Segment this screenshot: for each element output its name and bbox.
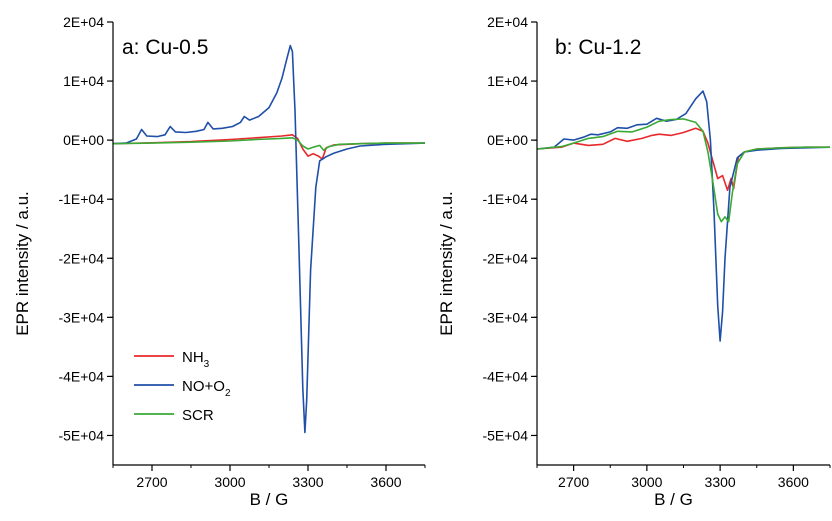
series-line-no-o2 [113,44,425,434]
series-line-scr [113,137,425,151]
x-tick-label: 2700 [136,474,167,490]
y-tick-label: -3E+04 [482,309,528,325]
x-tick-label: 3000 [631,474,662,490]
panel-title: b: Cu-1.2 [555,36,641,59]
y-tick-label: -5E+04 [58,427,104,443]
x-tick-label: 2700 [558,474,589,490]
y-tick-label: 2E+04 [63,14,104,30]
y-tick-label: -1E+04 [58,191,104,207]
y-tick-label: -3E+04 [58,309,104,325]
x-axis-label: B / G [654,490,693,509]
legend: NH3 NO+O2 SCR [134,349,231,424]
y-axis-label: EPR intensity / a.u. [437,191,456,336]
y-tick-label: 2E+04 [487,14,528,30]
y-tick-label: -5E+04 [482,427,528,443]
y-tick-label: -4E+04 [482,368,528,384]
x-tick-label: 3300 [292,474,323,490]
y-tick-label: -2E+04 [482,250,528,266]
plot-area [113,44,425,434]
x-tick-label: 3300 [705,474,736,490]
x-axis-label: B / G [250,490,289,509]
legend-entry: NH3 [182,349,210,370]
series-line-scr [537,118,830,223]
x-tick-label: 3600 [778,474,809,490]
x-tick-label: 3000 [214,474,245,490]
y-axis-label: EPR intensity / a.u. [13,191,32,336]
panel-title: a: Cu-0.5 [122,36,208,59]
y-tick-label: 0E+00 [63,132,104,148]
y-tick-label: 1E+04 [487,73,528,89]
y-tick-label: 1E+04 [63,73,104,89]
panel-a: 2E+04 1E+04 0E+00 -1E+04 -2E+04 -3E+04 -4E+04 -… [13,14,426,509]
y-tick-label: 0E+00 [487,132,528,148]
series-line-no-o2 [537,90,830,342]
legend-entry: NO+O2 [182,378,231,399]
x-tick-label: 3600 [370,474,401,490]
legend-entry: SCR [182,407,214,424]
panel-b: 2E+04 1E+04 0E+00 -1E+04 -2E+04 -3E+04 -4E+04 -… [437,14,831,509]
y-tick-label: -4E+04 [58,368,104,384]
y-tick-label: -2E+04 [58,250,104,266]
plot-area [537,90,830,342]
y-tick-label: -1E+04 [482,191,528,207]
